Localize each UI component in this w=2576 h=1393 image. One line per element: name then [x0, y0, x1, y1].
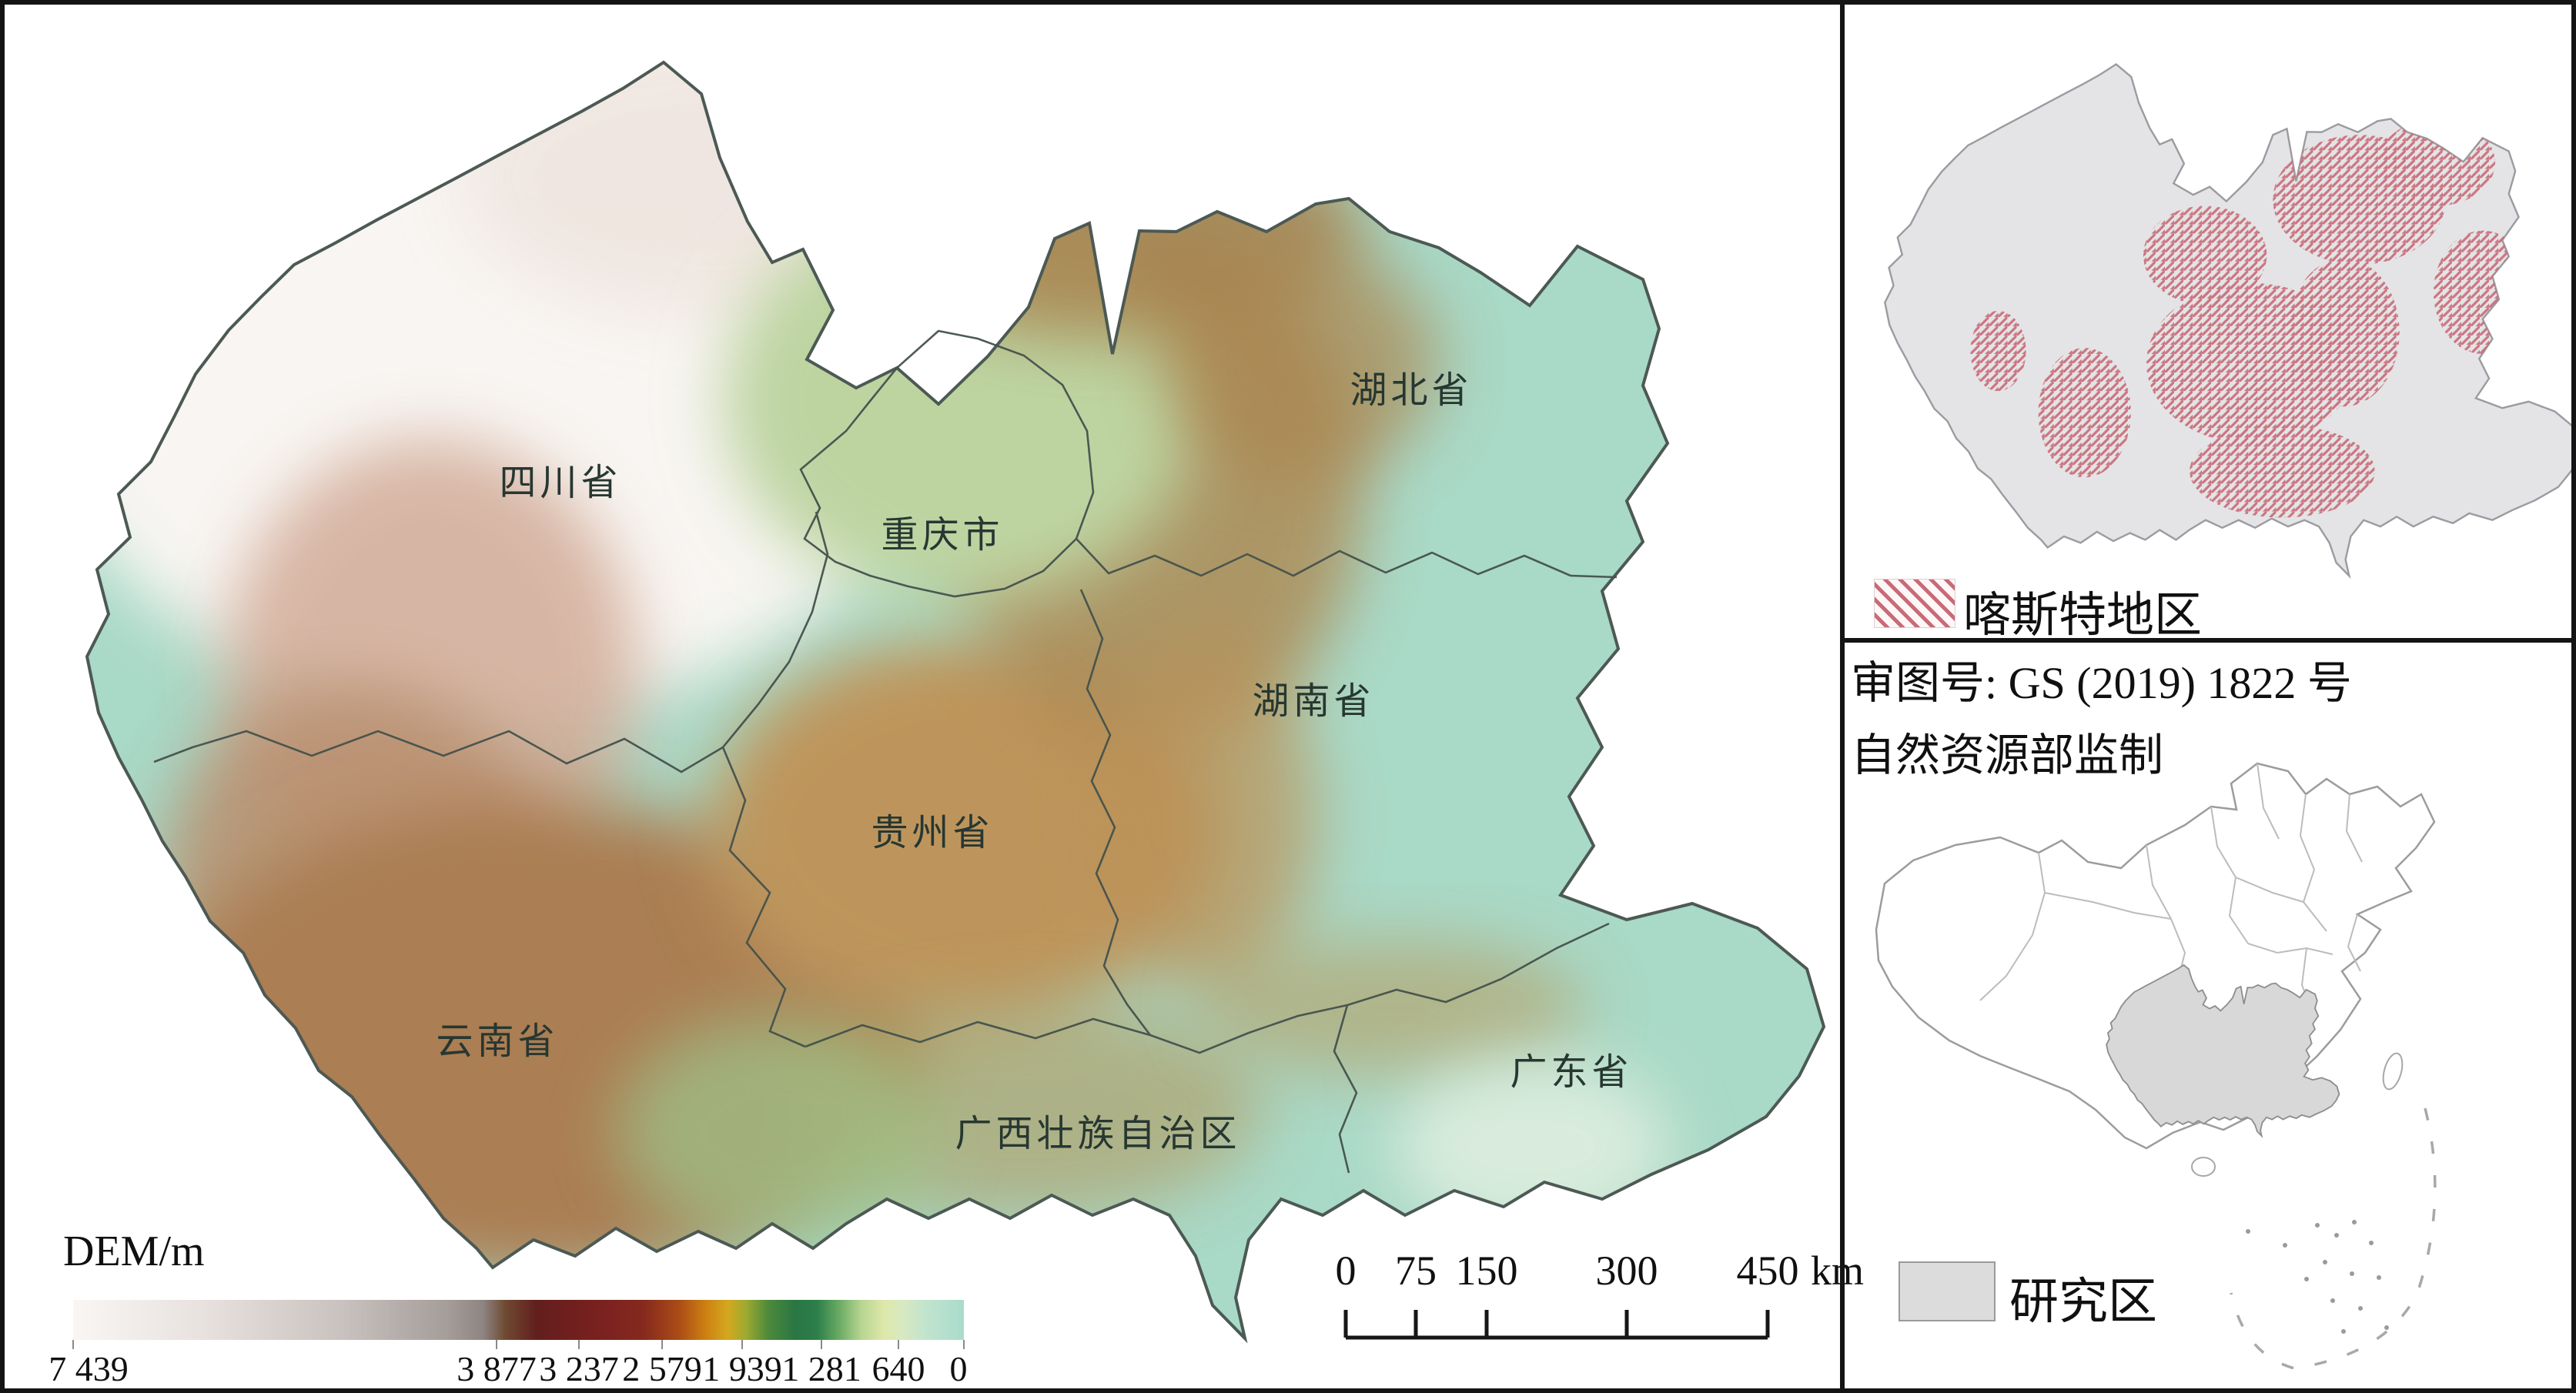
scalebar-label: 75	[1395, 1248, 1437, 1294]
dem-tick-label: 640	[871, 1349, 925, 1388]
scalebar-unit: km	[1811, 1248, 1865, 1294]
scalebar	[1343, 1310, 1770, 1340]
map-producer: 自然资源部监制	[1851, 730, 2164, 780]
study-area-legend-label: 研究区	[2009, 1274, 2157, 1329]
panel-horizontal-divider	[1840, 638, 2576, 643]
dem-tick-label: 2 579	[622, 1349, 702, 1388]
dem-raster	[85, 61, 1825, 1340]
karst-legend-label: 喀斯特地区	[1963, 590, 2203, 642]
study-area-legend-swatch	[1899, 1261, 1996, 1321]
dem-legend-title: DEM/m	[63, 1228, 205, 1275]
province-boundaries	[153, 329, 1618, 1174]
dem-tick-label: 1 939	[702, 1349, 782, 1388]
colorbar-ticks	[72, 1340, 965, 1349]
taiwan-island-shape	[2382, 1052, 2404, 1091]
nine-dash-line	[2230, 1107, 2437, 1370]
scalebar-label: 150	[1455, 1248, 1518, 1294]
dem-tick-label: 3 877	[457, 1349, 537, 1388]
province-label-hubei: 湖北省	[1350, 370, 1473, 411]
dem-tick-label: 1 281	[781, 1349, 861, 1388]
province-label-yunnan: 云南省	[436, 1021, 559, 1062]
panel-vertical-divider	[1840, 0, 1845, 1393]
province-label-sichuan: 四川省	[499, 463, 622, 503]
province-label-hunan: 湖南省	[1252, 681, 1375, 722]
karst-inset-map	[1884, 63, 2576, 577]
scalebar-label: 0	[1335, 1248, 1357, 1294]
south-china-sea-islands	[2246, 1220, 2389, 1334]
province-label-guangdong: 广东省	[1510, 1052, 1633, 1093]
province-label-guangxi: 广西壮族自治区	[955, 1114, 1241, 1154]
hainan-island-shape	[2191, 1157, 2216, 1177]
dem-tick-label: 3 237	[539, 1349, 619, 1388]
karst-hatch-swatch	[1874, 579, 1955, 628]
dem-tick-label: 0	[949, 1349, 968, 1388]
china-province-lines	[1979, 763, 2363, 1015]
dem-tick-label: 7 439	[49, 1349, 129, 1388]
map-approval-number: 审图号: GS (2019) 1822 号	[1851, 658, 2352, 708]
dem-colorbar	[73, 1300, 964, 1340]
china-inset-map	[1875, 762, 2437, 1370]
province-label-guizhou: 贵州省	[871, 813, 994, 854]
province-label-chongqing: 重庆市	[881, 515, 1004, 556]
scalebar-label: 300	[1595, 1248, 1658, 1294]
scalebar-label: 450	[1736, 1248, 1799, 1294]
